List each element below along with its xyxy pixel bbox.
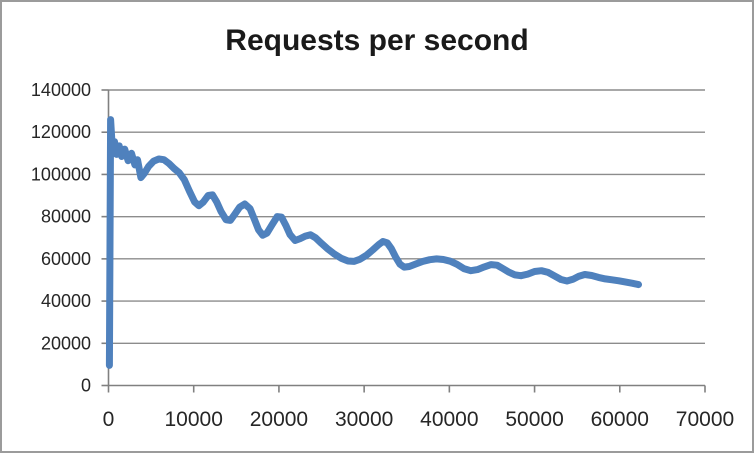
x-tick-label: 60000 [591,408,649,431]
y-tick-label: 20000 [41,333,91,353]
x-tick-label: 30000 [335,408,393,431]
series-line [105,116,642,369]
y-tick-label: 140000 [31,80,91,100]
y-tick-label: 40000 [41,291,91,311]
y-tick-label: 120000 [31,122,91,142]
x-tick-label: 40000 [420,408,478,431]
x-tick-label: 20000 [250,408,308,431]
y-tick-label: 80000 [41,207,91,227]
x-tick-label: 70000 [676,408,734,431]
x-tick-label: 50000 [505,408,563,431]
y-tick-label: 100000 [31,164,91,184]
chart-title: Requests per second [225,24,529,57]
x-tick-label: 10000 [165,408,223,431]
y-tick-label: 60000 [41,249,91,269]
x-tick-label: 0 [103,408,115,431]
y-tick-label: 0 [81,376,91,396]
